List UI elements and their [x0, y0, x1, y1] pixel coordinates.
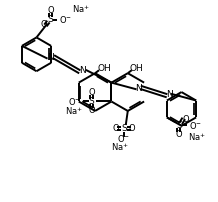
Text: O$^{-}$: O$^{-}$	[117, 133, 130, 144]
Text: O: O	[88, 88, 95, 97]
Text: N: N	[47, 53, 54, 62]
Text: O: O	[112, 124, 119, 133]
Text: O: O	[175, 130, 182, 139]
Text: O: O	[182, 115, 189, 124]
Text: N: N	[135, 84, 142, 93]
Text: S: S	[121, 124, 127, 133]
Text: OH: OH	[130, 64, 144, 73]
Text: OH: OH	[97, 64, 111, 73]
Text: O$^{-}$: O$^{-}$	[189, 120, 202, 131]
Text: O: O	[47, 6, 54, 15]
Text: Na$^{+}$: Na$^{+}$	[188, 131, 206, 143]
Text: O: O	[88, 106, 95, 115]
Text: Na$^{+}$: Na$^{+}$	[111, 141, 129, 153]
Text: S: S	[89, 97, 94, 106]
Text: S: S	[176, 121, 182, 130]
Text: S: S	[48, 15, 53, 24]
Text: Na$^{+}$: Na$^{+}$	[72, 4, 90, 16]
Text: O: O	[40, 20, 47, 29]
Text: N: N	[166, 90, 172, 99]
Text: Na$^{+}$: Na$^{+}$	[65, 106, 83, 117]
Text: O$^{-}$: O$^{-}$	[59, 14, 72, 25]
Text: O: O	[128, 124, 135, 133]
Text: N: N	[79, 66, 86, 75]
Text: O$^{-}$: O$^{-}$	[68, 96, 81, 107]
